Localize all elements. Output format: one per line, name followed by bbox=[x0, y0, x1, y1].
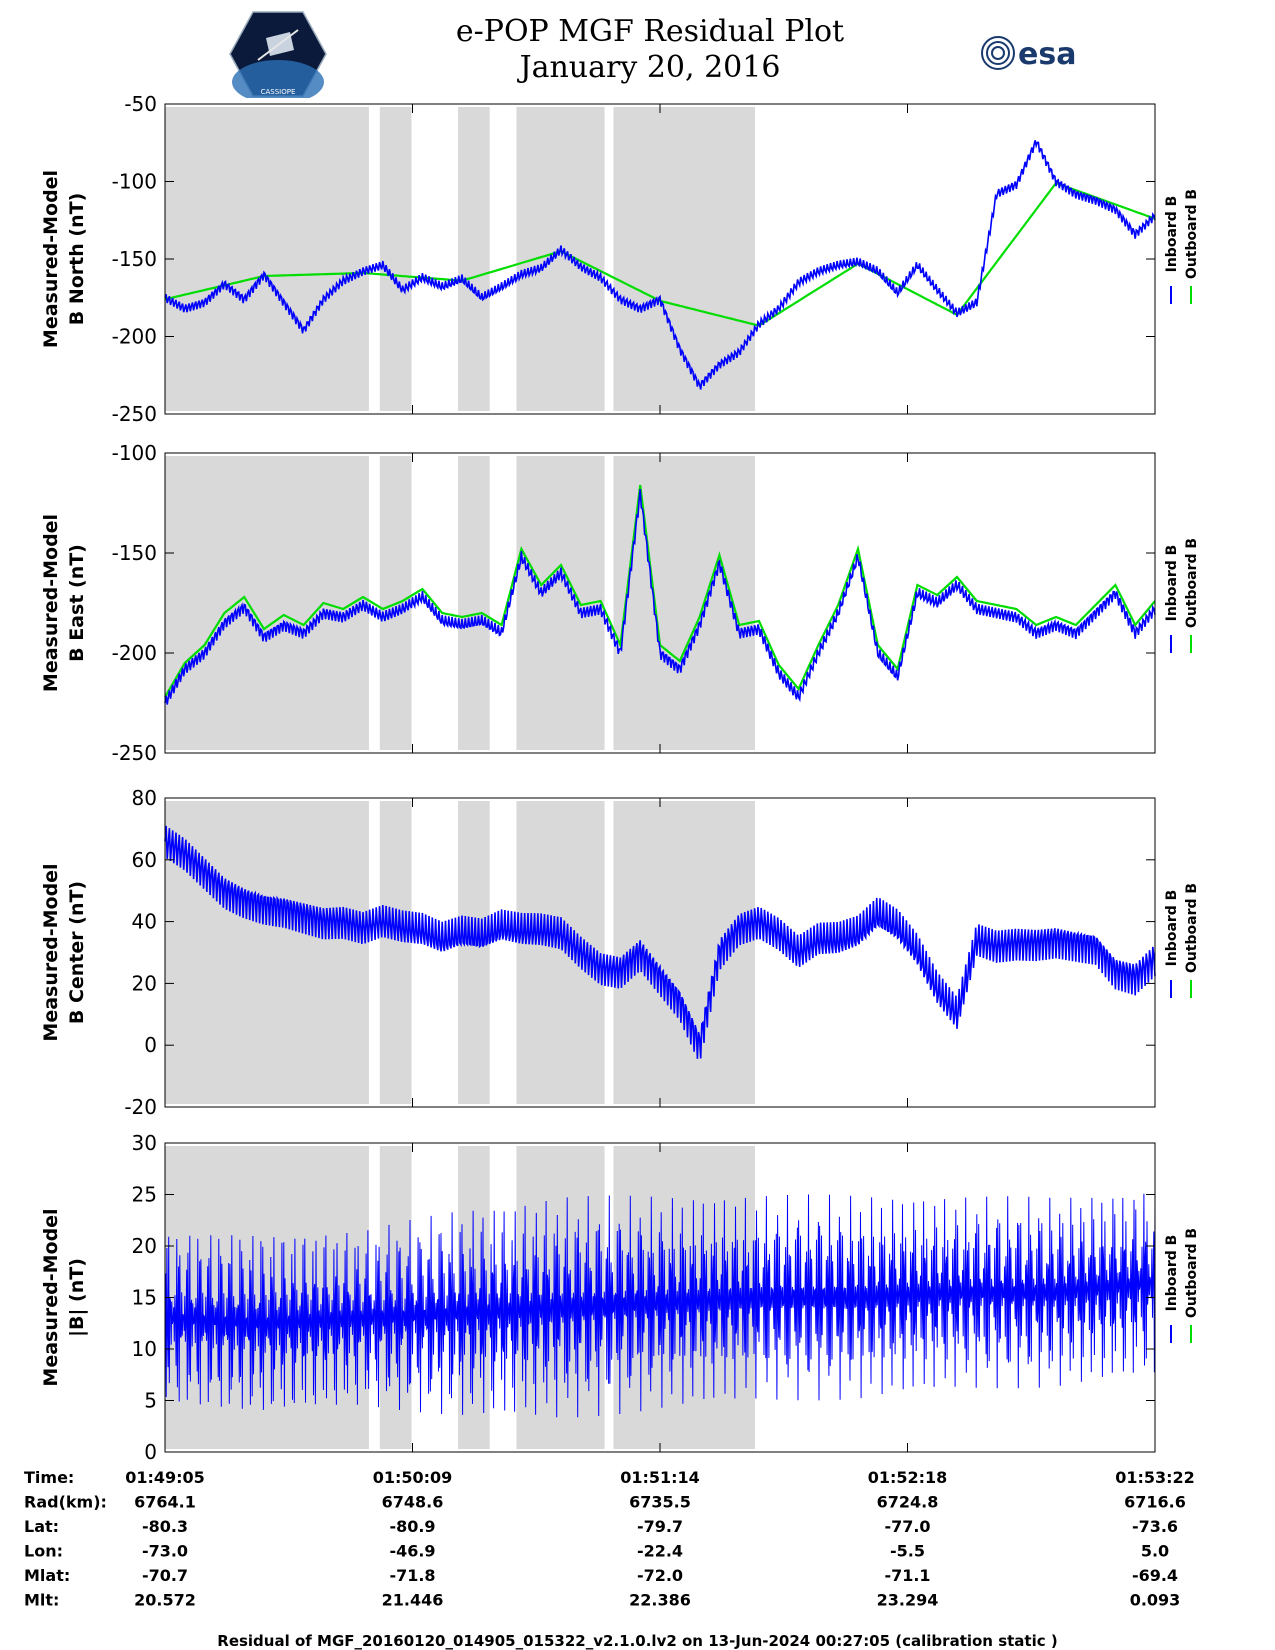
y-tick-label: 0 bbox=[144, 1440, 157, 1464]
ephemeris-value: -72.0 bbox=[637, 1566, 683, 1585]
y-tick-label: 20 bbox=[132, 971, 157, 995]
y-axis-label: B Center (nT) bbox=[66, 881, 88, 1024]
y-tick-label: -100 bbox=[112, 170, 157, 194]
y-axis-label: Measured-Model bbox=[40, 1208, 62, 1386]
ephemeris-value: -69.4 bbox=[1132, 1566, 1178, 1585]
shaded-interval bbox=[165, 107, 369, 411]
cassiope-logo: CASSIOPE bbox=[229, 11, 327, 98]
ephemeris-value: 01:51:14 bbox=[620, 1468, 700, 1487]
ephemeris-value: 01:50:09 bbox=[373, 1468, 453, 1487]
page-title: e-POP MGF Residual Plot January 20, 2016 bbox=[300, 14, 1000, 86]
ephemeris-value: -5.5 bbox=[890, 1542, 925, 1561]
ephemeris-row-label: Mlt: bbox=[24, 1591, 59, 1610]
ephemeris-value: 0.093 bbox=[1130, 1591, 1181, 1610]
y-axis-label: B East (nT) bbox=[66, 544, 88, 662]
ephemeris-value: 21.446 bbox=[382, 1591, 444, 1610]
y-tick-label: 10 bbox=[132, 1337, 157, 1361]
ephemeris-value: 22.386 bbox=[629, 1591, 691, 1610]
series-center-inboard bbox=[164, 825, 1156, 1059]
footer-caption: Residual of MGF_20160120_014905_015322_v… bbox=[217, 1632, 1058, 1650]
ephemeris-row-label: Rad(km): bbox=[24, 1493, 107, 1512]
legend-inboard-label: Inboard B bbox=[1164, 196, 1180, 273]
y-tick-label: 5 bbox=[144, 1389, 157, 1413]
ephemeris-value: -77.0 bbox=[884, 1517, 930, 1536]
y-tick-label: -150 bbox=[112, 541, 157, 565]
y-tick-label: -250 bbox=[112, 402, 157, 426]
ephemeris-value: 01:49:05 bbox=[125, 1468, 205, 1487]
ephemeris-value: 6716.6 bbox=[1124, 1493, 1186, 1512]
y-tick-label: 15 bbox=[132, 1286, 157, 1310]
ephemeris-value: -70.7 bbox=[142, 1566, 188, 1585]
shaded-interval bbox=[165, 801, 369, 1104]
y-tick-label: -100 bbox=[112, 441, 157, 465]
legend-outboard-label: Outboard B bbox=[1184, 1228, 1200, 1318]
y-axis-label: B North (nT) bbox=[66, 193, 88, 326]
ephemeris-value: 01:52:18 bbox=[868, 1468, 948, 1487]
legend-outboard-label: Outboard B bbox=[1184, 883, 1200, 973]
esa-logo: esa bbox=[981, 36, 1076, 72]
y-tick-label: -250 bbox=[112, 741, 157, 765]
ephemeris-value: -80.9 bbox=[389, 1517, 435, 1536]
y-axis-label: Measured-Model bbox=[40, 514, 62, 692]
y-tick-label: 60 bbox=[132, 848, 157, 872]
ephemeris-value: 23.294 bbox=[877, 1591, 939, 1610]
ephemeris-value: -71.8 bbox=[389, 1566, 435, 1585]
y-axis-label: Measured-Model bbox=[40, 863, 62, 1041]
ephemeris-value: 6748.6 bbox=[382, 1493, 444, 1512]
y-tick-label: -20 bbox=[124, 1095, 157, 1119]
series-magnitude-inboard bbox=[164, 1193, 1156, 1418]
shaded-interval bbox=[458, 456, 490, 750]
ephemeris-row-label: Lat: bbox=[24, 1517, 59, 1536]
shaded-interval bbox=[613, 107, 756, 411]
ephemeris-row-label: Time: bbox=[24, 1468, 74, 1487]
ephemeris-row-label: Mlat: bbox=[24, 1566, 70, 1585]
legend-inboard-label: Inboard B bbox=[1164, 890, 1180, 967]
ephemeris-value: 20.572 bbox=[134, 1591, 196, 1610]
ephemeris-value: 6735.5 bbox=[629, 1493, 691, 1512]
ephemeris-value: 5.0 bbox=[1141, 1542, 1169, 1561]
shaded-interval bbox=[165, 456, 369, 750]
legend-inboard-label: Inboard B bbox=[1164, 545, 1180, 622]
ephemeris-value: -73.0 bbox=[142, 1542, 188, 1561]
y-tick-label: -150 bbox=[112, 247, 157, 271]
shaded-interval bbox=[379, 801, 412, 1104]
y-tick-label: -200 bbox=[112, 641, 157, 665]
y-tick-label: 30 bbox=[132, 1131, 157, 1155]
shaded-interval bbox=[458, 107, 490, 411]
shaded-interval bbox=[379, 107, 412, 411]
legend-inboard-label: Inboard B bbox=[1164, 1235, 1180, 1312]
legend-outboard-label: Outboard B bbox=[1184, 189, 1200, 279]
title-line-2: January 20, 2016 bbox=[519, 50, 781, 85]
y-tick-label: 40 bbox=[132, 910, 157, 934]
svg-text:esa: esa bbox=[1018, 37, 1076, 72]
ephemeris-value: 6724.8 bbox=[877, 1493, 939, 1512]
ephemeris-value: -80.3 bbox=[142, 1517, 188, 1536]
series-east-inboard bbox=[164, 488, 1156, 705]
y-tick-label: -50 bbox=[124, 92, 157, 116]
ephemeris-value: -79.7 bbox=[637, 1517, 683, 1536]
y-axis-label: |B| (nT) bbox=[66, 1258, 88, 1337]
y-tick-label: 0 bbox=[144, 1033, 157, 1057]
legend-outboard-label: Outboard B bbox=[1184, 538, 1200, 628]
ephemeris-value: -46.9 bbox=[389, 1542, 435, 1561]
y-tick-label: 80 bbox=[132, 786, 157, 810]
ephemeris-value: -73.6 bbox=[1132, 1517, 1178, 1536]
ephemeris-row-label: Lon: bbox=[24, 1542, 63, 1561]
title-line-1: e-POP MGF Residual Plot bbox=[455, 14, 845, 49]
ephemeris-value: -71.1 bbox=[884, 1566, 930, 1585]
y-tick-label: -200 bbox=[112, 325, 157, 349]
ephemeris-value: 6764.1 bbox=[134, 1493, 196, 1512]
y-axis-label: Measured-Model bbox=[40, 170, 62, 348]
series-north-inboard bbox=[164, 140, 1156, 390]
svg-text:CASSIOPE: CASSIOPE bbox=[261, 88, 296, 96]
y-tick-label: 20 bbox=[132, 1234, 157, 1258]
ephemeris-value: 01:53:22 bbox=[1115, 1468, 1195, 1487]
shaded-interval bbox=[516, 107, 605, 411]
shaded-interval bbox=[458, 801, 490, 1104]
ephemeris-value: -22.4 bbox=[637, 1542, 683, 1561]
y-tick-label: 25 bbox=[132, 1183, 157, 1207]
